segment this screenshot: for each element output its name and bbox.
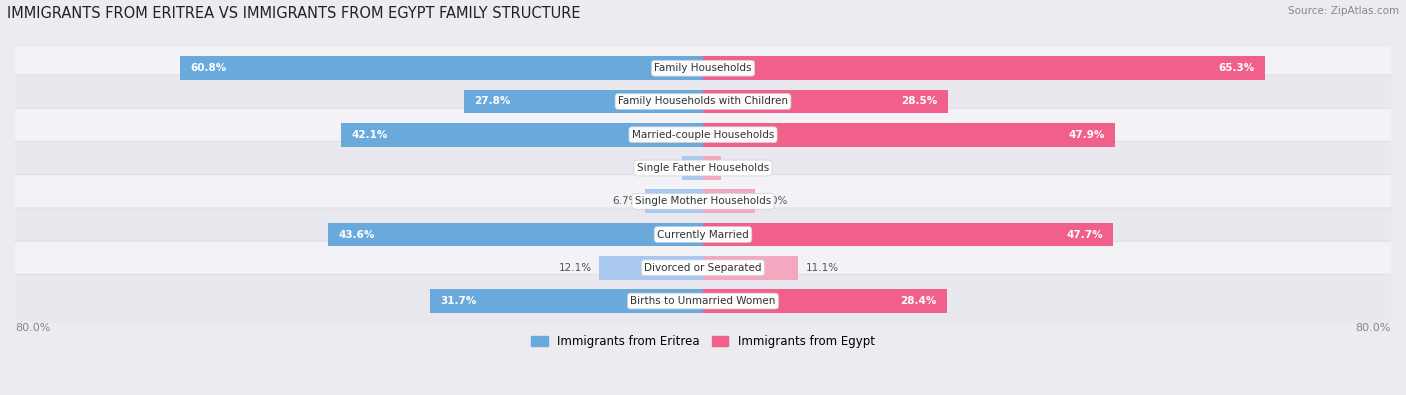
Text: Source: ZipAtlas.com: Source: ZipAtlas.com: [1288, 6, 1399, 16]
FancyBboxPatch shape: [13, 108, 1393, 161]
FancyBboxPatch shape: [13, 241, 1393, 294]
Bar: [328, 222, 703, 246]
Text: Currently Married: Currently Married: [657, 229, 749, 239]
Bar: [703, 256, 799, 280]
Text: Married-couple Households: Married-couple Households: [631, 130, 775, 140]
Bar: [340, 123, 703, 147]
Bar: [682, 156, 703, 180]
Text: 65.3%: 65.3%: [1218, 63, 1254, 73]
Text: 6.0%: 6.0%: [762, 196, 787, 206]
Text: 27.8%: 27.8%: [474, 96, 510, 107]
Text: 80.0%: 80.0%: [15, 323, 51, 333]
Text: 2.1%: 2.1%: [728, 163, 755, 173]
FancyBboxPatch shape: [13, 41, 1393, 95]
Bar: [464, 90, 703, 113]
FancyBboxPatch shape: [13, 75, 1393, 128]
Text: 47.7%: 47.7%: [1066, 229, 1102, 239]
Text: 80.0%: 80.0%: [1355, 323, 1391, 333]
Bar: [645, 189, 703, 213]
FancyBboxPatch shape: [13, 175, 1393, 228]
Text: 2.5%: 2.5%: [648, 163, 675, 173]
Text: 60.8%: 60.8%: [190, 63, 226, 73]
Bar: [703, 222, 1114, 246]
Text: 31.7%: 31.7%: [440, 296, 477, 306]
Text: Single Mother Households: Single Mother Households: [636, 196, 770, 206]
Bar: [703, 156, 721, 180]
Text: 43.6%: 43.6%: [339, 229, 375, 239]
Bar: [703, 56, 1264, 80]
Text: 6.7%: 6.7%: [612, 196, 638, 206]
Bar: [703, 123, 1115, 147]
FancyBboxPatch shape: [13, 208, 1393, 261]
Bar: [703, 189, 755, 213]
Bar: [430, 289, 703, 313]
Text: 42.1%: 42.1%: [352, 130, 388, 140]
Text: 47.9%: 47.9%: [1069, 130, 1105, 140]
FancyBboxPatch shape: [13, 141, 1393, 195]
Bar: [180, 56, 703, 80]
Text: 12.1%: 12.1%: [560, 263, 592, 273]
FancyBboxPatch shape: [13, 275, 1393, 327]
Text: Births to Unmarried Women: Births to Unmarried Women: [630, 296, 776, 306]
Bar: [703, 289, 948, 313]
Text: 28.4%: 28.4%: [901, 296, 936, 306]
Bar: [599, 256, 703, 280]
Text: Divorced or Separated: Divorced or Separated: [644, 263, 762, 273]
Text: 11.1%: 11.1%: [806, 263, 838, 273]
Text: 28.5%: 28.5%: [901, 96, 938, 107]
Bar: [703, 90, 948, 113]
Legend: Immigrants from Eritrea, Immigrants from Egypt: Immigrants from Eritrea, Immigrants from…: [527, 330, 879, 353]
Text: Single Father Households: Single Father Households: [637, 163, 769, 173]
Text: Family Households: Family Households: [654, 63, 752, 73]
Text: IMMIGRANTS FROM ERITREA VS IMMIGRANTS FROM EGYPT FAMILY STRUCTURE: IMMIGRANTS FROM ERITREA VS IMMIGRANTS FR…: [7, 6, 581, 21]
Text: Family Households with Children: Family Households with Children: [619, 96, 787, 107]
